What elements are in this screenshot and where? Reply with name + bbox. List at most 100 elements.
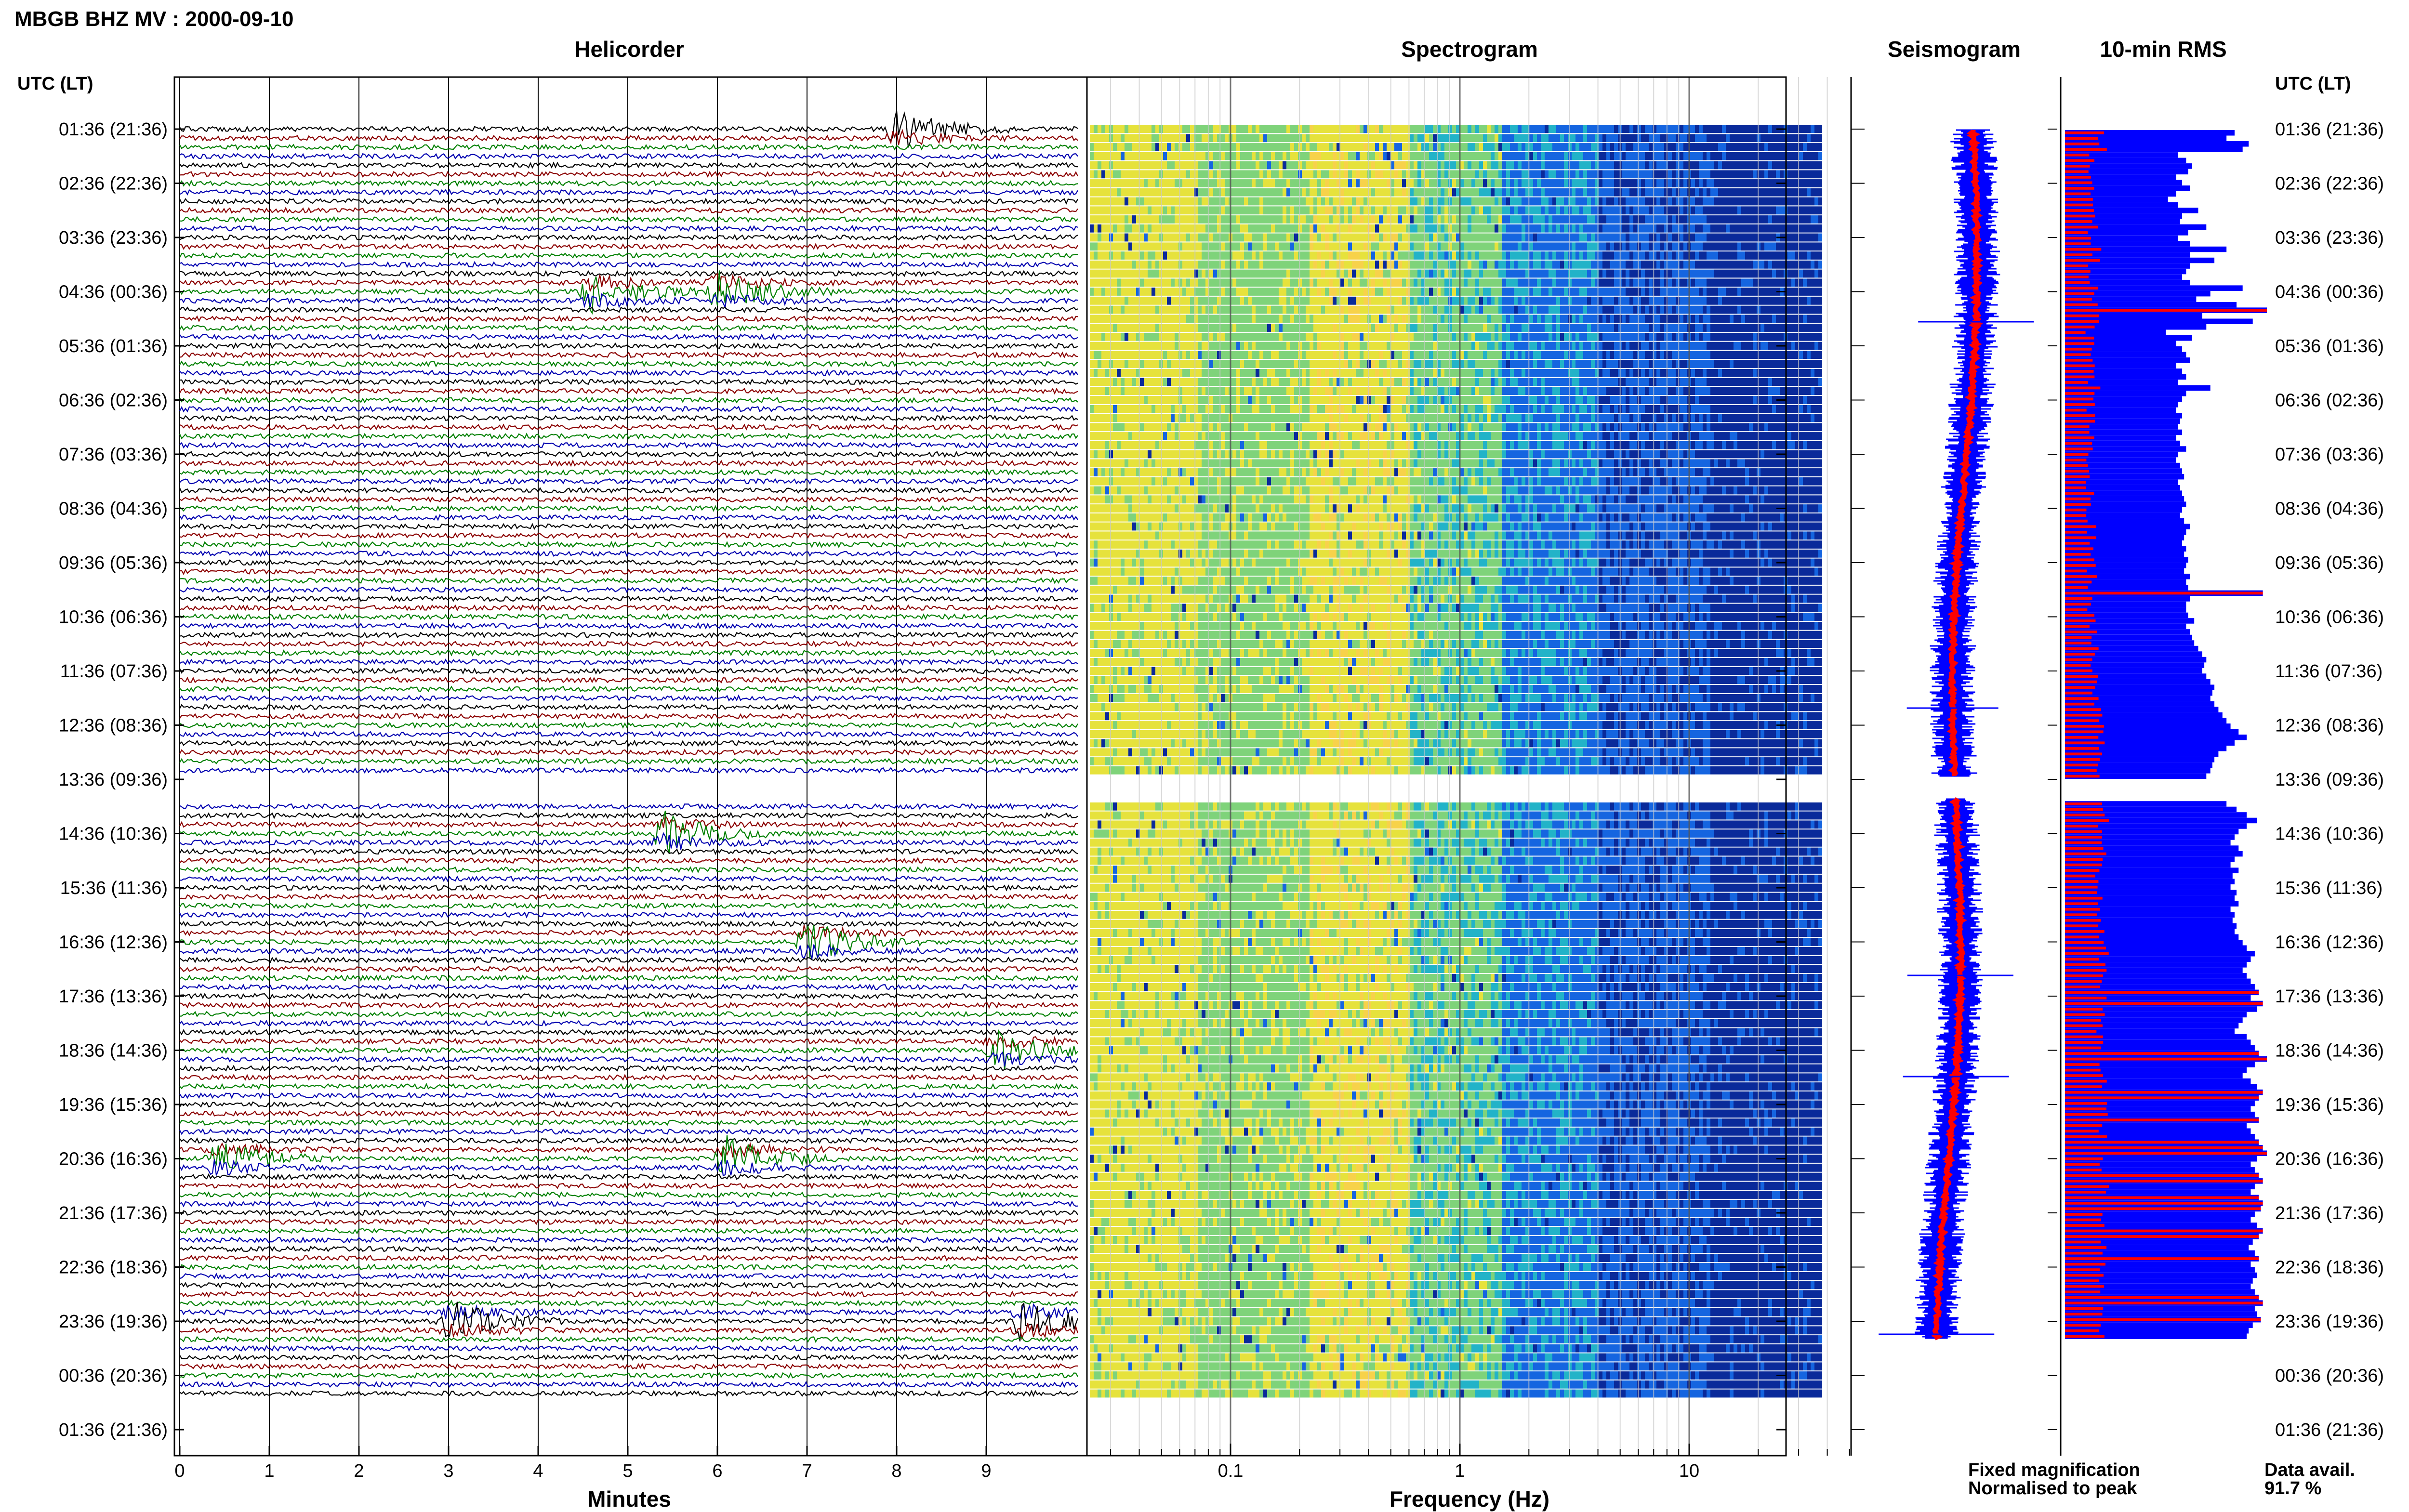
spectrogram-cell xyxy=(1344,242,1348,250)
helicorder-trace xyxy=(180,994,1078,999)
spectrogram-cell xyxy=(1641,306,1645,314)
spectrogram-cell xyxy=(1629,288,1633,296)
spectrogram-cell xyxy=(1645,324,1649,332)
spectrogram-cell xyxy=(1113,251,1117,260)
spectrogram-cell xyxy=(1348,342,1352,350)
spectrogram-cell xyxy=(1475,134,1479,142)
spectrogram-cell xyxy=(1707,261,1710,269)
spectrogram-cell xyxy=(1182,125,1186,133)
spectrogram-cell xyxy=(1186,179,1190,187)
spectrogram-cell xyxy=(1236,125,1240,133)
spectrogram-cell xyxy=(1549,261,1552,269)
spectrogram-cell xyxy=(1791,179,1795,187)
spectrogram-cell xyxy=(1117,288,1121,296)
spectrogram-cell xyxy=(1541,315,1545,323)
spectrogram-cell xyxy=(1579,251,1583,260)
spectrogram-cell xyxy=(1691,324,1695,332)
spectrogram-cell xyxy=(1714,224,1718,233)
spectrogram-cell xyxy=(1575,152,1579,160)
spectrogram-cell xyxy=(1321,324,1325,332)
spectrogram-cell xyxy=(1294,324,1298,332)
spectrogram-cell xyxy=(1629,342,1633,350)
spectrogram-cell xyxy=(1128,125,1132,133)
spectrogram-cell xyxy=(1244,324,1248,332)
spectrogram-cell xyxy=(1344,315,1348,323)
spectrogram-cell xyxy=(1329,324,1333,332)
spectrogram-cell xyxy=(1441,179,1444,187)
spectrogram-cell xyxy=(1352,270,1356,278)
spectrogram-cell xyxy=(1152,342,1155,350)
spectrogram-cell xyxy=(1768,315,1772,323)
spectrogram-cell xyxy=(1498,251,1502,260)
spectrogram-cell xyxy=(1333,324,1337,332)
spectrogram-cell xyxy=(1101,134,1105,142)
spectrogram-cell xyxy=(1429,270,1433,278)
spectrogram-cell xyxy=(1599,278,1602,287)
spectrogram-cell xyxy=(1498,261,1502,269)
spectrogram-cell xyxy=(1352,188,1356,197)
spectrogram-cell xyxy=(1579,152,1583,160)
spectrogram-cell xyxy=(1202,342,1205,350)
spectrogram-cell xyxy=(1803,251,1807,260)
spectrogram-cell xyxy=(1707,234,1710,242)
spectrogram-cell xyxy=(1182,143,1186,151)
spectrogram-cell xyxy=(1094,152,1098,160)
spectrogram-cell xyxy=(1653,251,1656,260)
spectrogram-cell xyxy=(1425,188,1429,197)
spectrogram-cell xyxy=(1471,270,1475,278)
spectrogram-cell xyxy=(1286,288,1290,296)
spectrogram-cell xyxy=(1599,161,1602,170)
spectrogram-cell xyxy=(1267,143,1271,151)
spectrogram-cell xyxy=(1745,333,1749,341)
spectrogram-cell xyxy=(1317,224,1321,233)
spectrogram-cell xyxy=(1730,161,1734,170)
spectrogram-cell xyxy=(1248,351,1252,359)
spectrogram-cell xyxy=(1506,342,1510,350)
spectrogram-cell xyxy=(1737,161,1741,170)
spectrogram-cell xyxy=(1414,188,1417,197)
spectrogram-cell xyxy=(1487,306,1491,314)
spectrogram-cell xyxy=(1583,188,1587,197)
spectrogram-cell xyxy=(1710,242,1714,250)
spectrogram-cell xyxy=(1464,152,1468,160)
spectrogram-cell xyxy=(1714,206,1718,214)
spectrogram-cell xyxy=(1221,224,1225,233)
spectrogram-cell xyxy=(1209,288,1213,296)
spectrogram-cell xyxy=(1518,306,1522,314)
helicorder-trace xyxy=(180,1364,1078,1369)
spectrogram-cell xyxy=(1094,333,1098,341)
spectrogram-cell xyxy=(1290,179,1294,187)
spectrogram-cell xyxy=(1360,351,1363,359)
spectrogram-cell xyxy=(1306,197,1310,206)
spectrogram-cell xyxy=(1444,342,1448,350)
spectrogram-cell xyxy=(1275,224,1279,233)
spectrogram-cell xyxy=(1707,125,1710,133)
spectrogram-cell xyxy=(1629,297,1633,305)
spectrogram-cell xyxy=(1803,306,1807,314)
spectrogram-cell xyxy=(1649,125,1653,133)
spectrogram-cell xyxy=(1394,351,1398,359)
spectrogram-cell xyxy=(1645,206,1649,214)
spectrogram-cell xyxy=(1734,288,1737,296)
spectrogram-cell xyxy=(1444,152,1448,160)
spectrogram-cell xyxy=(1148,242,1152,250)
spectrogram-cell xyxy=(1371,270,1375,278)
spectrogram-cell xyxy=(1468,134,1471,142)
spectrogram-cell xyxy=(1610,342,1614,350)
spectrogram-cell xyxy=(1610,215,1614,224)
spectrogram-cell xyxy=(1753,324,1757,332)
spectrogram-cell xyxy=(1753,270,1757,278)
spectrogram-cell xyxy=(1656,206,1660,214)
spectrogram-cell xyxy=(1213,206,1217,214)
spectrogram-cell xyxy=(1325,324,1329,332)
spectrogram-cell xyxy=(1098,324,1101,332)
spectrogram-cell xyxy=(1656,125,1660,133)
spectrogram-cell xyxy=(1333,261,1337,269)
spectrogram-cell xyxy=(1356,242,1360,250)
spectrogram-cell xyxy=(1302,315,1306,323)
spectrogram-cell xyxy=(1306,342,1310,350)
spectrogram-cell xyxy=(1175,342,1178,350)
spectrogram-cell xyxy=(1491,152,1495,160)
spectrogram-cell xyxy=(1394,125,1398,133)
spectrogram-cell xyxy=(1722,197,1726,206)
